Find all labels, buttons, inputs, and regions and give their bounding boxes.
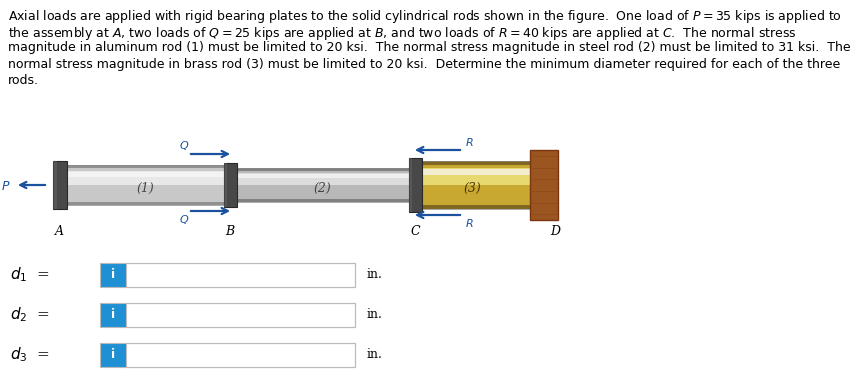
Text: $Q$: $Q$: [179, 139, 189, 152]
Text: (2): (2): [314, 182, 332, 194]
Text: in.: in.: [367, 349, 383, 361]
Bar: [230, 174, 415, 178]
Bar: [230, 173, 415, 185]
Bar: [60, 171, 230, 185]
Bar: [415, 161, 530, 209]
Bar: [126, 343, 355, 367]
Bar: [100, 303, 126, 327]
Text: $P$: $P$: [2, 179, 11, 193]
Bar: [100, 263, 126, 287]
Bar: [53, 161, 58, 209]
Text: magnitude in aluminum rod (1) must be limited to 20 ksi.  The normal stress magn: magnitude in aluminum rod (1) must be li…: [8, 41, 850, 54]
Text: B: B: [225, 225, 235, 238]
Text: D: D: [550, 225, 560, 238]
Bar: [126, 303, 355, 327]
Bar: [415, 161, 530, 209]
Text: $d_2$: $d_2$: [10, 306, 27, 324]
Text: in.: in.: [367, 268, 383, 282]
Bar: [230, 170, 415, 200]
Text: i: i: [111, 349, 115, 361]
Bar: [100, 343, 126, 367]
Bar: [60, 168, 230, 202]
Text: in.: in.: [367, 308, 383, 321]
Text: $d_3$: $d_3$: [10, 346, 27, 364]
Bar: [60, 165, 230, 205]
Bar: [60, 165, 230, 205]
Text: (1): (1): [136, 182, 154, 194]
Bar: [415, 168, 530, 185]
Bar: [230, 168, 415, 202]
Bar: [60, 172, 230, 177]
Text: normal stress magnitude in brass rod (3) must be limited to 20 ksi.  Determine t: normal stress magnitude in brass rod (3)…: [8, 58, 840, 70]
Text: $R$: $R$: [465, 136, 473, 148]
Bar: [126, 263, 355, 287]
Text: rods.: rods.: [8, 74, 39, 87]
Bar: [223, 163, 228, 207]
Bar: [230, 168, 415, 202]
Bar: [223, 163, 236, 207]
Bar: [100, 343, 355, 367]
Bar: [415, 165, 530, 205]
Bar: [53, 161, 67, 209]
Text: C: C: [411, 225, 420, 238]
Text: =: =: [36, 308, 49, 322]
Bar: [100, 303, 355, 327]
Text: (3): (3): [464, 182, 481, 194]
Bar: [100, 263, 355, 287]
Text: =: =: [36, 348, 49, 362]
Bar: [409, 158, 412, 212]
Text: $d_1$: $d_1$: [10, 266, 27, 284]
Bar: [415, 169, 530, 175]
Text: Axial loads are applied with rigid bearing plates to the solid cylindrical rods : Axial loads are applied with rigid beari…: [8, 8, 842, 25]
Text: i: i: [111, 308, 115, 321]
Bar: [409, 158, 422, 212]
Text: =: =: [36, 268, 49, 282]
Text: A: A: [54, 225, 64, 238]
Text: i: i: [111, 268, 115, 282]
Text: $R$: $R$: [465, 217, 473, 229]
Text: the assembly at $A$, two loads of $Q = 25$ kips are applied at $B$, and two load: the assembly at $A$, two loads of $Q = 2…: [8, 25, 797, 42]
Bar: [530, 150, 558, 220]
Text: $Q$: $Q$: [179, 213, 189, 226]
